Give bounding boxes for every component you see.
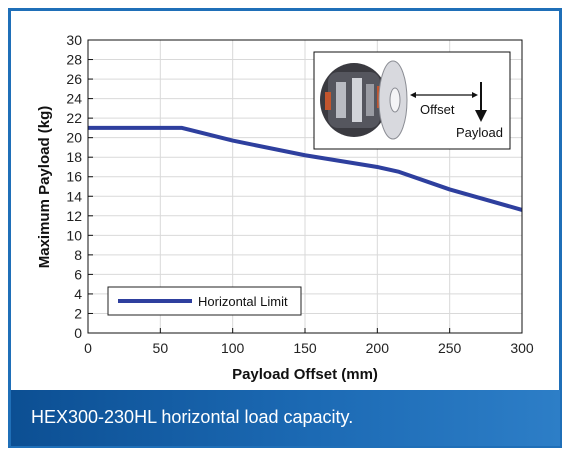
caption: HEX300-230HL horizontal load capacity. bbox=[31, 407, 354, 427]
y-tick-label: 18 bbox=[66, 149, 82, 165]
y-tick-label: 2 bbox=[74, 305, 82, 321]
series-line-horizontal-limit bbox=[88, 125, 523, 212]
y-tick-label: 22 bbox=[66, 110, 82, 126]
series-layer bbox=[88, 125, 523, 212]
legend-label: Horizontal Limit bbox=[198, 294, 288, 309]
x-tick-label: 300 bbox=[510, 340, 534, 356]
y-tick-label: 12 bbox=[66, 208, 82, 224]
inset-panel: Offset Payload bbox=[313, 51, 511, 150]
x-tick-label: 150 bbox=[293, 340, 317, 356]
x-tick-label: 250 bbox=[438, 340, 462, 356]
y-tick-label: 24 bbox=[66, 91, 82, 107]
offset-arrow-right-head bbox=[472, 92, 478, 98]
inset-offset-label: Offset bbox=[420, 102, 455, 117]
y-axis-title: Maximum Payload (kg) bbox=[36, 106, 53, 269]
y-tick-label: 0 bbox=[74, 325, 82, 341]
x-axis-title: Payload Offset (mm) bbox=[232, 366, 378, 383]
x-ticks: 0 50 100 150 200 250 300 bbox=[84, 328, 534, 356]
y-tick-label: 6 bbox=[74, 266, 82, 282]
y-tick-label: 8 bbox=[74, 247, 82, 263]
y-tick-label: 10 bbox=[66, 227, 82, 243]
x-tick-label: 0 bbox=[84, 340, 92, 356]
y-tick-label: 20 bbox=[66, 130, 82, 146]
y-tick-label: 26 bbox=[66, 71, 82, 87]
y-tick-label: 14 bbox=[66, 188, 82, 204]
caption-bar: HEX300-230HL horizontal load capacity. bbox=[11, 390, 560, 446]
hexapod-photo bbox=[320, 60, 408, 140]
x-tick-label: 200 bbox=[366, 340, 390, 356]
offset-arrow-left-head bbox=[410, 92, 416, 98]
x-tick-label: 100 bbox=[221, 340, 245, 356]
payload-arrow-head bbox=[475, 110, 487, 122]
legend: Horizontal Limit bbox=[107, 286, 302, 316]
y-tick-label: 30 bbox=[66, 32, 82, 48]
inset-payload-label: Payload bbox=[456, 125, 503, 140]
y-tick-label: 4 bbox=[74, 286, 82, 302]
x-tick-label: 50 bbox=[153, 340, 169, 356]
y-tick-label: 16 bbox=[66, 169, 82, 185]
chart: 0 50 100 150 200 250 300 024681012141618202224… bbox=[36, 32, 534, 383]
y-tick-label: 28 bbox=[66, 52, 82, 68]
